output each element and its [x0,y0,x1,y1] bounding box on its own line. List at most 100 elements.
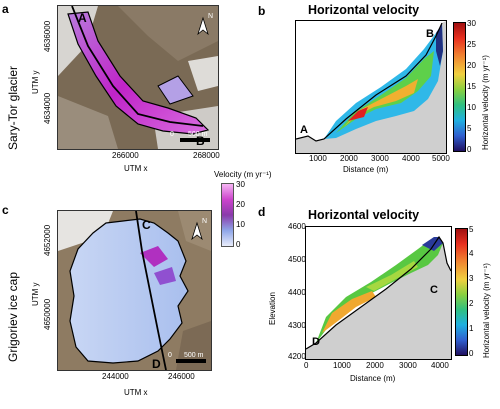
colorbar-d [455,228,468,356]
profile-start-c: C [142,218,151,232]
cbar-tick-b-2: 10 [467,103,476,112]
cbar-tick-d-5: 5 [469,225,474,234]
scale-bar [180,138,210,142]
axis-label-elevation-d: Elevation [268,292,277,325]
y-tick-c-1: 4650000 [43,298,52,330]
panel-letter-d: d [258,205,266,219]
x-tick-b-4: 5000 [432,154,450,163]
x-tick-d-4: 4000 [431,361,449,370]
cbar-tick-d-3: 3 [469,274,474,283]
axis-label-utm-x-c: UTM x [124,388,148,397]
velocity-band-dark-b [436,24,443,66]
panel-letter-c: c [2,203,9,217]
profile-line-ab [71,6,204,127]
terrain-valley [58,96,118,149]
north-label: N [208,13,213,20]
velocity-tick-3: 0 [236,240,241,249]
map-grigoriev-svg: C D N 0 500 m [58,211,211,370]
profile-end-label-d: C [430,284,438,296]
scale-value-c: 500 m [184,352,204,359]
y-tick-a-1: 4634000 [43,92,52,124]
axis-label-utm-x-a: UTM x [124,164,148,173]
x-tick-a-0: 266000 [112,151,139,160]
y-tick-d-1: 4500 [288,255,306,264]
cbar-tick-b-4: 20 [467,61,476,70]
y-tick-d-2: 4400 [288,288,306,297]
x-tick-d-0: 0 [304,361,309,370]
ice-cap-fast-zone-1 [140,246,168,267]
velocity-band-light-d [366,261,418,291]
y-tick-d-0: 4600 [288,222,306,231]
colorbar-b [453,22,466,152]
axis-label-distance-d: Distance (m) [350,374,396,383]
x-tick-d-3: 3000 [399,361,417,370]
x-tick-a-1: 268000 [193,151,220,160]
colorbar-label-b: Horizontal velocity (m yr⁻¹) [481,55,490,150]
site-title-grigoriev: Grigoriev ice cap [6,271,20,362]
x-tick-c-0: 244000 [102,372,129,381]
velocity-band-dark-d [422,237,443,251]
terrain-valley-c [176,321,211,370]
scale-zero: 0 [170,131,174,138]
north-arrow-icon-c [191,221,203,241]
x-tick-b-3: 4000 [402,154,420,163]
profile-end-d: D [152,357,161,370]
x-tick-d-2: 2000 [366,361,384,370]
velocity-bar-label: Velocity (m yr⁻¹) [214,170,272,179]
surface-line-b [295,22,443,142]
site-title-sary-tor: Sary-Tor glacier [6,65,20,150]
y-tick-d-3: 4300 [288,321,306,330]
map-sary-tor-svg: A B N 0 500 m [58,6,218,149]
profile-start-a: A [78,11,87,25]
bedrock-b [296,21,446,153]
velocity-tick-2: 10 [236,220,245,229]
panel-letter-b: b [258,4,266,18]
velocity-tick-1: 20 [236,200,245,209]
profile-plot-d-svg: D C [305,235,452,359]
north-arrow-icon [197,16,209,36]
y-tick-c-0: 4652000 [43,224,52,256]
x-tick-c-1: 246000 [168,372,195,381]
profile-plot-b-svg: A B [295,21,446,153]
snow-patch-c [58,211,113,251]
glacier-tributary [157,75,194,105]
cbar-tick-d-1: 1 [469,324,474,333]
velocity-band-orange-b [344,79,418,127]
ice-cap-fast-zone-2 [154,267,176,285]
x-tick-b-2: 3000 [371,154,389,163]
scale-zero-c: 0 [168,352,172,359]
cbar-tick-b-1: 5 [467,124,472,133]
plot-title-b: Horizontal velocity [308,3,420,17]
y-tick-d-4: 4200 [288,352,306,361]
velocity-colorbar [221,183,234,247]
panel-letter-a: a [2,2,9,16]
y-tick-a-0: 4636000 [43,20,52,52]
scale-value: 500 m [188,131,208,138]
profile-plot-b: A B [295,20,447,154]
glacier-velocity-field [67,11,210,135]
velocity-field-b [324,24,443,139]
cbar-tick-d-2: 2 [469,299,474,308]
map-sary-tor: A B N 0 500 m [57,5,219,150]
colorbar-label-d: Horizontal velocity (m yr⁻¹) [482,263,491,358]
velocity-band-orange-d [322,291,376,333]
axis-label-distance-b: Distance (m) [343,165,389,174]
profile-line-cd [135,211,167,370]
cbar-tick-b-3: 15 [467,82,476,91]
profile-start-label-d: D [312,336,320,348]
cbar-tick-d-4: 4 [469,249,474,258]
velocity-band-red-b [348,107,368,121]
x-tick-b-0: 1000 [309,154,327,163]
cbar-tick-b-6: 30 [467,19,476,28]
map-grigoriev: C D N 0 500 m [57,210,212,371]
scale-bar-c [176,359,206,363]
snow-patch-3 [188,56,218,91]
axis-label-utm-y-a: UTM y [31,70,40,94]
x-tick-b-1: 2000 [340,154,358,163]
cbar-tick-b-5: 25 [467,40,476,49]
terrain-ridge [118,6,218,61]
plot-title-d: Horizontal velocity [308,208,420,222]
north-label-c: N [202,218,207,225]
velocity-tick-0: 30 [236,180,245,189]
profile-end-label-b: B [426,28,434,40]
